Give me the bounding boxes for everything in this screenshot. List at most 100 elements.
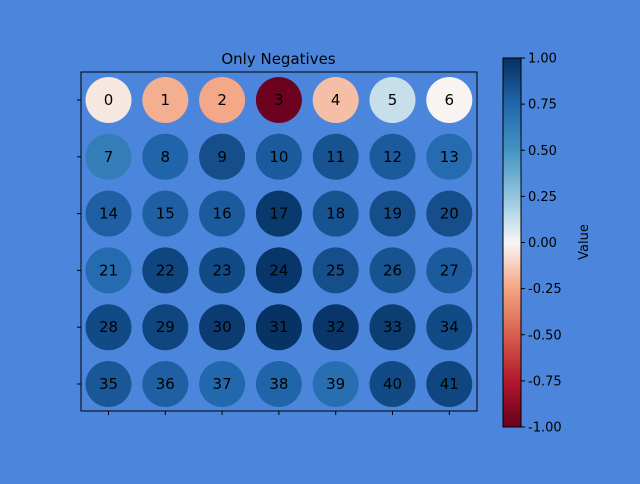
cell-label-28: 28 — [99, 318, 118, 336]
colorbar-tick-label: -1.00 — [528, 421, 562, 436]
colorbar-tick-label: -0.50 — [528, 328, 562, 343]
cell-label-29: 29 — [156, 318, 175, 336]
colorbar-tick-label: -0.75 — [528, 374, 562, 389]
heatmap-cell-26 — [369, 247, 416, 294]
cell-label-40: 40 — [383, 375, 402, 393]
colorbar-tick-label: 0.50 — [528, 144, 557, 159]
heatmap-cell-7 — [85, 133, 132, 180]
heatmap-cell-23 — [199, 247, 246, 294]
heatmap-cell-8 — [142, 133, 189, 180]
cell-label-0: 0 — [104, 91, 114, 109]
heatmap-cell-10 — [255, 133, 302, 180]
colorbar-tick-label: -0.25 — [528, 282, 562, 297]
cell-label-30: 30 — [213, 318, 232, 336]
heatmap-cell-29 — [142, 304, 189, 351]
heatmap-cell-1 — [142, 77, 189, 123]
colorbar: -1.00 -0.75 -0.50 -0.25 0.00 0.25 0.50 0.75 1.00… — [502, 52, 592, 436]
heatmap-cell-11 — [312, 133, 359, 180]
x-axis-ticks — [108, 411, 450, 415]
cell-label-10: 10 — [269, 148, 288, 166]
cell-label-27: 27 — [440, 261, 459, 279]
cell-label-38: 38 — [269, 375, 288, 393]
cell-label-17: 17 — [269, 205, 288, 223]
cell-label-2: 2 — [217, 91, 227, 109]
cell-label-4: 4 — [331, 91, 341, 109]
colorbar-label: Value — [577, 224, 592, 260]
heatmap-cell-20 — [426, 190, 473, 237]
cell-label-5: 5 — [388, 91, 398, 109]
heatmap-cell-0 — [85, 77, 132, 123]
heatmap-cell-19 — [369, 190, 416, 237]
cell-label-16: 16 — [213, 205, 232, 223]
plot-frame — [80, 71, 478, 412]
heatmap-cell-32 — [312, 304, 359, 351]
y-axis-ticks — [77, 99, 81, 385]
heatmap-cell-30 — [199, 304, 246, 351]
colorbar-gradient — [502, 57, 522, 428]
heatmap-cell-38 — [255, 361, 302, 407]
cell-label-11: 11 — [326, 148, 345, 166]
cell-label-12: 12 — [383, 148, 402, 166]
heatmap-cell-9 — [199, 133, 246, 180]
heatmap-cell-22 — [142, 247, 189, 294]
cell-label-22: 22 — [156, 261, 175, 279]
heatmap-cell-17 — [255, 190, 302, 237]
heatmap-cell-37 — [199, 361, 246, 407]
cell-label-36: 36 — [156, 375, 175, 393]
colorbar-tick-label: 0.00 — [528, 236, 557, 251]
heatmap-cell-35 — [85, 361, 132, 407]
heatmap-cell-4 — [312, 77, 359, 123]
cell-label-21: 21 — [99, 261, 118, 279]
cell-label-14: 14 — [99, 205, 118, 223]
heatmap-cell-21 — [85, 247, 132, 294]
heatmap-cell-33 — [369, 304, 416, 351]
cell-label-9: 9 — [217, 148, 227, 166]
cell-label-13: 13 — [440, 148, 459, 166]
cell-label-24: 24 — [269, 261, 288, 279]
heatmap-cell-28 — [85, 304, 132, 351]
heatmap-cell-5 — [369, 77, 416, 123]
colorbar-tick-label: 1.00 — [528, 52, 557, 67]
colorbar-tick-label: 0.25 — [528, 190, 557, 205]
cell-label-37: 37 — [213, 375, 232, 393]
cell-label-26: 26 — [383, 261, 402, 279]
cell-label-41: 41 — [440, 375, 459, 393]
cell-label-39: 39 — [326, 375, 345, 393]
cell-label-6: 6 — [445, 91, 455, 109]
cell-label-20: 20 — [440, 205, 459, 223]
chart-title: Only Negatives — [221, 50, 335, 68]
heatmap-cell-24 — [255, 247, 302, 294]
heatmap-cell-27 — [426, 247, 473, 294]
cell-label-23: 23 — [213, 261, 232, 279]
heatmap-cell-13 — [426, 133, 473, 180]
cell-label-33: 33 — [383, 318, 402, 336]
colorbar-ticks: -1.00 -0.75 -0.50 -0.25 0.00 0.25 0.50 0.75 1.00 — [521, 52, 562, 436]
cell-label-32: 32 — [326, 318, 345, 336]
cell-label-8: 8 — [161, 148, 171, 166]
heatmap-cell-41 — [426, 361, 473, 407]
heatmap-cell-36 — [142, 361, 189, 407]
heatmap-cell-40 — [369, 361, 416, 407]
heatmap-cell-12 — [369, 133, 416, 180]
heatmap-cell-3 — [255, 77, 302, 123]
cell-label-34: 34 — [440, 318, 459, 336]
heatmap-cell-2 — [199, 77, 246, 123]
heatmap-cell-18 — [312, 190, 359, 237]
heatmap-cell-31 — [255, 304, 302, 351]
cell-label-7: 7 — [104, 148, 114, 166]
heatmap-cell-16 — [199, 190, 246, 237]
heatmap-cell-34 — [426, 304, 473, 351]
cell-label-1: 1 — [161, 91, 171, 109]
heatmap-cell-15 — [142, 190, 189, 237]
cell-label-35: 35 — [99, 375, 118, 393]
cell-label-31: 31 — [269, 318, 288, 336]
cell-label-15: 15 — [156, 205, 175, 223]
heatmap-cell-14 — [85, 190, 132, 237]
cell-label-19: 19 — [383, 205, 402, 223]
colorbar-tick-label: 0.75 — [528, 98, 557, 113]
heatmap-cell-6 — [426, 77, 473, 123]
cell-label-18: 18 — [326, 205, 345, 223]
